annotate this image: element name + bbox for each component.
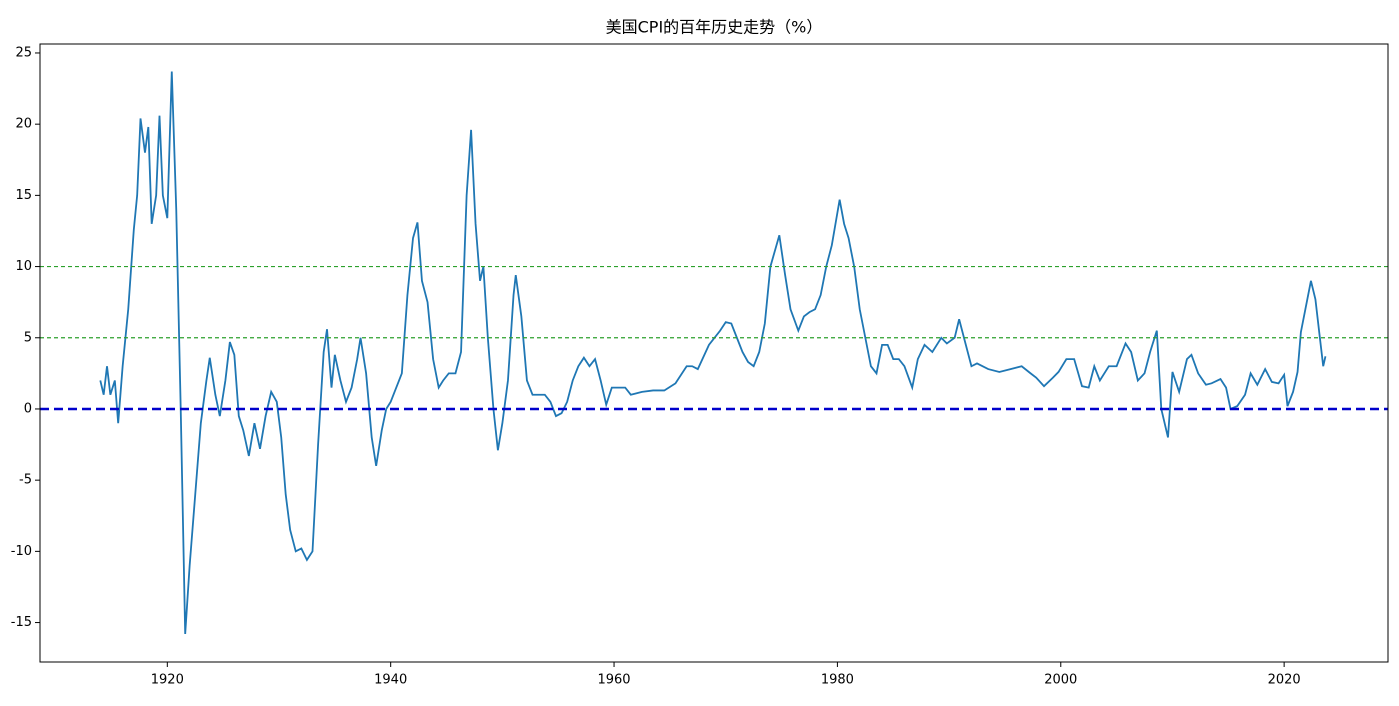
y-tick-label: 25	[15, 45, 32, 60]
chart-title: 美国CPI的百年历史走势（%）	[606, 18, 823, 37]
y-tick-label: 5	[24, 330, 32, 345]
plot-frame	[39, 43, 1389, 663]
x-tick-label: 1980	[821, 673, 854, 688]
x-tick-label: 1960	[597, 673, 630, 688]
y-tick-label: 20	[15, 117, 32, 132]
y-tick-label: 10	[15, 259, 32, 274]
y-tick-label: -5	[19, 473, 32, 488]
x-tick-label: 1920	[151, 673, 184, 688]
y-tick-label: 15	[15, 188, 32, 203]
y-tick-label: -15	[11, 615, 32, 630]
x-tick-label: 2020	[1268, 673, 1301, 688]
y-tick-label: 0	[24, 401, 32, 416]
cpi-line	[99, 71, 1327, 635]
x-tick-label: 1940	[374, 673, 407, 688]
y-tick-label: -10	[11, 544, 32, 559]
x-tick-label: 2000	[1044, 673, 1077, 688]
